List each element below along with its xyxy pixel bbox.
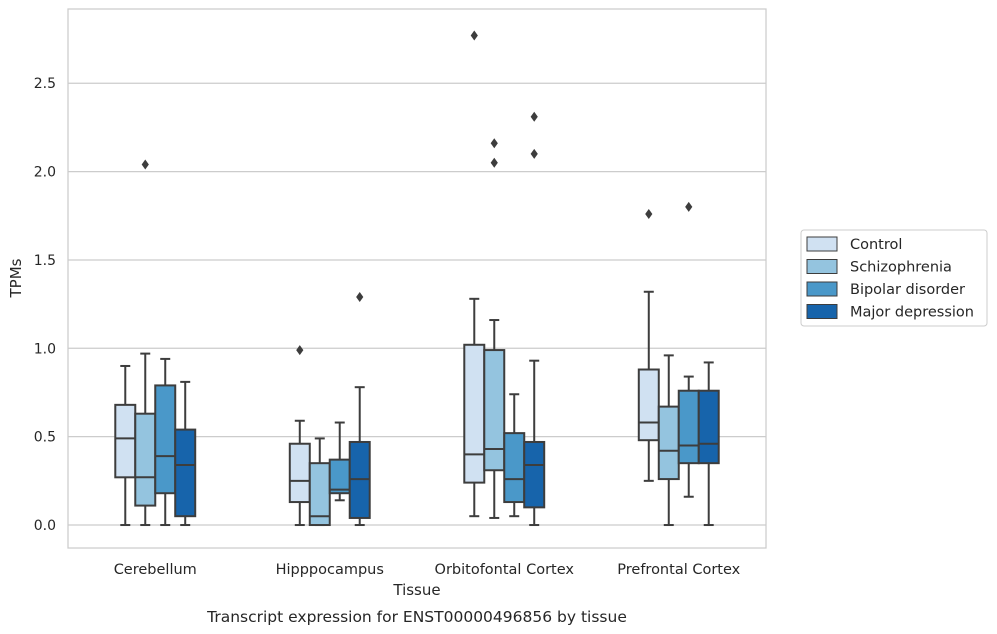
y-tick-label: 2.5 bbox=[34, 76, 56, 92]
box-iqr bbox=[154, 384, 177, 495]
box-iqr bbox=[288, 442, 311, 504]
legend-label: Schizophrenia bbox=[850, 260, 952, 276]
outlier-point bbox=[356, 292, 364, 303]
box-major-depression bbox=[174, 380, 197, 527]
box-iqr bbox=[328, 458, 351, 495]
y-tick-labels: 0.0 0.5 1.0 1.5 2.0 2.5 bbox=[34, 76, 56, 534]
legend-swatch bbox=[806, 259, 838, 274]
box-bipolar-disorder bbox=[154, 357, 177, 527]
box-schizophrenia bbox=[134, 159, 157, 527]
box-bipolar-disorder bbox=[503, 393, 526, 518]
y-axis-label: TPMs bbox=[7, 258, 25, 298]
box-control bbox=[288, 345, 311, 527]
box-iqr bbox=[677, 389, 700, 465]
legend-label: Control bbox=[850, 237, 902, 253]
legend: Control Schizophrenia Bipolar disorder Majo… bbox=[800, 229, 988, 327]
plot-frame bbox=[67, 8, 767, 549]
box-bipolar-disorder bbox=[677, 201, 700, 498]
x-axis-label: Tissue bbox=[392, 581, 440, 599]
outlier-point bbox=[470, 30, 478, 41]
box-series bbox=[114, 30, 720, 527]
legend-frame bbox=[800, 229, 988, 327]
box-major-depression bbox=[523, 111, 546, 527]
box-iqr bbox=[483, 349, 506, 472]
x-tick-label: Orbitofontal Cortex bbox=[435, 562, 575, 578]
box-schizophrenia bbox=[308, 437, 331, 527]
box-schizophrenia bbox=[657, 354, 680, 527]
outlier-point bbox=[530, 111, 538, 122]
box-bipolar-disorder bbox=[328, 421, 351, 502]
y-tick-label: 0.5 bbox=[34, 430, 56, 446]
box-iqr bbox=[523, 440, 546, 509]
x-tick-labels: Cerebellum Hipppocampus Orbitofontal Corte… bbox=[114, 562, 741, 578]
box-iqr bbox=[114, 403, 137, 479]
legend-label: Bipolar disorder bbox=[850, 282, 965, 298]
outlier-point bbox=[296, 345, 304, 356]
legend-swatch bbox=[806, 281, 838, 297]
box-iqr bbox=[174, 428, 197, 518]
y-tick-label: 2.0 bbox=[34, 165, 56, 181]
box-iqr bbox=[637, 368, 660, 442]
x-tick-label: Cerebellum bbox=[114, 562, 197, 578]
legend-swatch bbox=[806, 236, 838, 252]
box-major-depression bbox=[697, 361, 720, 527]
outlier-point bbox=[490, 157, 498, 168]
box-iqr bbox=[134, 412, 157, 507]
box-iqr bbox=[697, 389, 720, 465]
legend-label: Major depression bbox=[850, 305, 974, 321]
y-tick-label: 1.0 bbox=[34, 341, 56, 357]
chart-caption: Transcript expression for ENST0000049685… bbox=[206, 608, 627, 626]
y-tick-label: 1.5 bbox=[34, 253, 56, 269]
x-tick-label: Prefrontal Cortex bbox=[617, 562, 740, 578]
box-iqr bbox=[503, 432, 526, 504]
outlier-point bbox=[141, 159, 149, 170]
box-iqr bbox=[463, 343, 486, 484]
outlier-point bbox=[530, 148, 538, 159]
box-major-depression bbox=[348, 292, 371, 527]
y-tick-label: 0.0 bbox=[34, 518, 56, 534]
outlier-point bbox=[645, 208, 653, 219]
legend-swatch bbox=[806, 304, 838, 319]
box-control bbox=[114, 364, 137, 527]
box-schizophrenia bbox=[483, 138, 506, 519]
box-control bbox=[637, 208, 660, 482]
outlier-point bbox=[685, 201, 693, 212]
box-control bbox=[463, 30, 486, 518]
outlier-point bbox=[490, 138, 498, 149]
box-iqr bbox=[657, 405, 680, 481]
x-tick-label: Hipppocampus bbox=[276, 562, 384, 578]
